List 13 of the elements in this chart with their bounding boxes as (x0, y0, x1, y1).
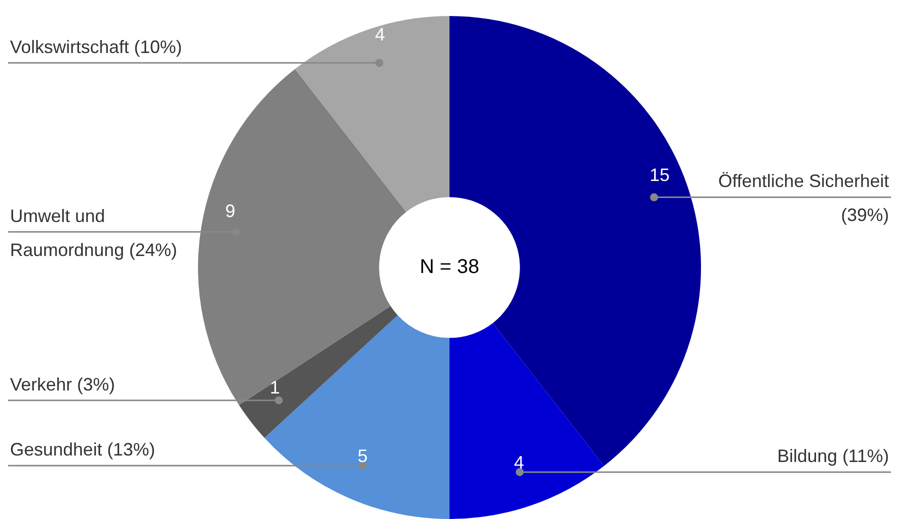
slice-label: Verkehr (3%) (10, 374, 116, 394)
slice-label: Umwelt und Raumordnung (24%) (10, 206, 178, 260)
data-label: 4 (374, 24, 386, 44)
data-label: 4 (514, 452, 524, 473)
data-label: 1 (270, 377, 280, 398)
slice-label: Öffentliche Sicherheit (39%) (718, 171, 889, 226)
slice-label: Bildung (11%) (777, 446, 889, 466)
slice-label: Volkswirtschaft (10%) (10, 36, 182, 57)
data-label: 5 (358, 446, 368, 466)
data-label: 15 (650, 164, 670, 185)
text: N = 38 (420, 256, 480, 278)
slice-label: Gesundheit (13%) (10, 440, 156, 460)
data-label: 9 (225, 201, 236, 222)
